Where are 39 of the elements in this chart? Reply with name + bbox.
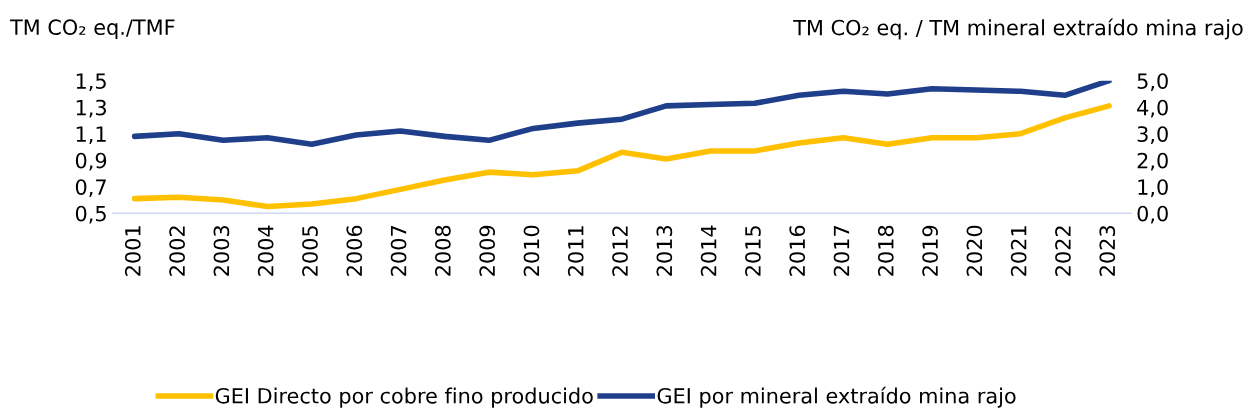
y-tick-label: 0,5 [75, 205, 106, 224]
x-tick-label: 2013 [656, 225, 673, 276]
y2-tick-label: 0,0 [1137, 205, 1168, 224]
y-axis-title: TM CO₂ eq./TMF [9, 19, 175, 40]
x-tick-label: 2019 [922, 225, 938, 276]
x-tick-label: 2005 [302, 226, 318, 276]
y-tick-label: 1,5 [76, 73, 106, 92]
legend-label: GEI por mineral extraído mina rajo [657, 386, 1016, 408]
y2-tick-label: 1,0 [1138, 179, 1168, 198]
x-tick-label: 2021 [1010, 226, 1027, 276]
x-tick-label: 2010 [523, 225, 540, 276]
x-tick-label: 2018 [877, 225, 894, 276]
x-tick-label: 2014 [700, 225, 717, 276]
y2-tick-label: 2,0 [1137, 152, 1168, 171]
y-tick-label: 1,1 [76, 126, 106, 145]
y2-tick-label: 3,0 [1137, 126, 1168, 145]
x-tick-label: 2015 [745, 226, 761, 276]
y-tick-label: 0,9 [75, 152, 107, 171]
y2-tick-label: 5,0 [1137, 73, 1168, 92]
x-tick-label: 2022 [1055, 226, 1071, 276]
x-tick-label: 2023 [1099, 225, 1116, 276]
x-tick-label: 2002 [169, 226, 185, 276]
x-tick-label: 2001 [124, 226, 141, 276]
x-tick-label: 2011 [567, 226, 584, 276]
x-tick-label: 2003 [213, 225, 230, 276]
y-tick-label: 1,3 [76, 99, 106, 118]
x-tick-label: 2007 [390, 226, 407, 276]
y-tick-label: 0,7 [75, 179, 106, 198]
x-tick-label: 2016 [789, 225, 806, 276]
x-tick-label: 2020 [966, 225, 983, 276]
x-tick-label: 2009 [479, 225, 496, 276]
x-tick-label: 2006 [346, 225, 363, 276]
x-tick-label: 2017 [833, 226, 850, 276]
x-tick-label: 2008 [434, 225, 451, 276]
legend-label: GEI Directo por cobre fino producido [215, 387, 593, 408]
x-tick-label: 2004 [257, 225, 274, 276]
y2-tick-label: 4,0 [1137, 99, 1168, 118]
y2-axis-title: TM CO₂ eq. / TM mineral extraído mina rajo [793, 18, 1243, 40]
x-tick-label: 2012 [612, 226, 628, 276]
